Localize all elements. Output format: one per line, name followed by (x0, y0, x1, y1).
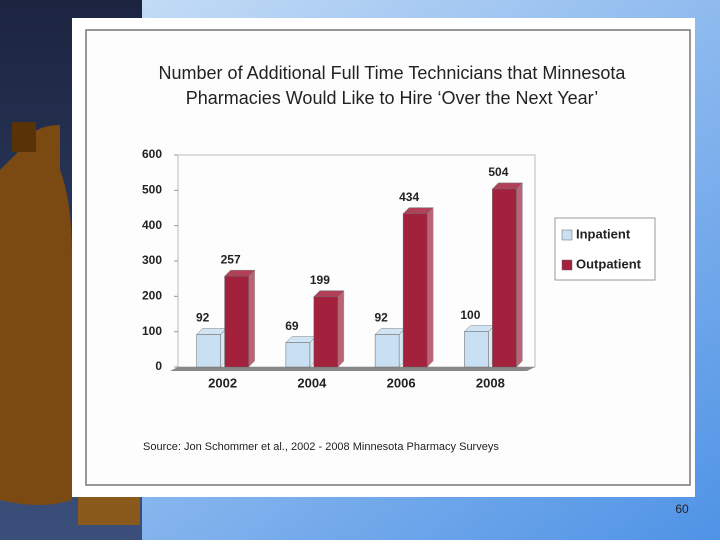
source: Source: Jon Schommer et al., 2002 - 2008… (143, 441, 499, 453)
legend-swatch (561, 229, 573, 241)
y-tick-label: 400 (142, 218, 162, 232)
value-label: 100 (460, 308, 480, 322)
bar-side (248, 269, 255, 368)
bar (464, 331, 489, 368)
value-label: 434 (399, 190, 419, 204)
bar-side (516, 182, 523, 368)
y-tick-label: 300 (142, 253, 162, 267)
bar (492, 188, 517, 368)
value-label: 92 (196, 311, 210, 325)
bottle-cap (12, 122, 36, 152)
value-label: 92 (374, 311, 388, 325)
floor (170, 367, 535, 371)
y-tick-label: 0 (155, 359, 162, 373)
bar (402, 213, 428, 368)
bar (196, 334, 221, 368)
x-tick-label: 2008 (476, 375, 505, 390)
value-label: 504 (488, 165, 508, 179)
bar (285, 342, 311, 368)
legend-label: Inpatient (576, 226, 631, 241)
x-tick-label: 2002 (208, 375, 237, 390)
bar (224, 275, 249, 368)
y-tick-label: 500 (142, 183, 162, 197)
x-tick-label: 2004 (297, 375, 327, 390)
value-label: 69 (285, 319, 299, 333)
value-label: 257 (221, 252, 241, 266)
bottle (0, 125, 72, 505)
y-tick-label: 100 (142, 324, 162, 338)
bar (313, 296, 339, 368)
legend-label: Outpatient (576, 256, 642, 271)
value-label: 199 (310, 273, 330, 287)
bar (374, 334, 400, 368)
y-tick-label: 600 (142, 147, 162, 161)
x-tick-label: 2006 (387, 375, 416, 390)
bar-side (426, 207, 434, 368)
chart-title: Pharmacies Would Like to Hire ‘Over the … (186, 88, 599, 108)
chart-title: Number of Additional Full Time Technicia… (159, 63, 627, 83)
y-tick-label: 200 (142, 289, 162, 303)
page-number: 60 (675, 502, 689, 516)
bar-side (337, 290, 345, 368)
legend-swatch (561, 259, 573, 271)
